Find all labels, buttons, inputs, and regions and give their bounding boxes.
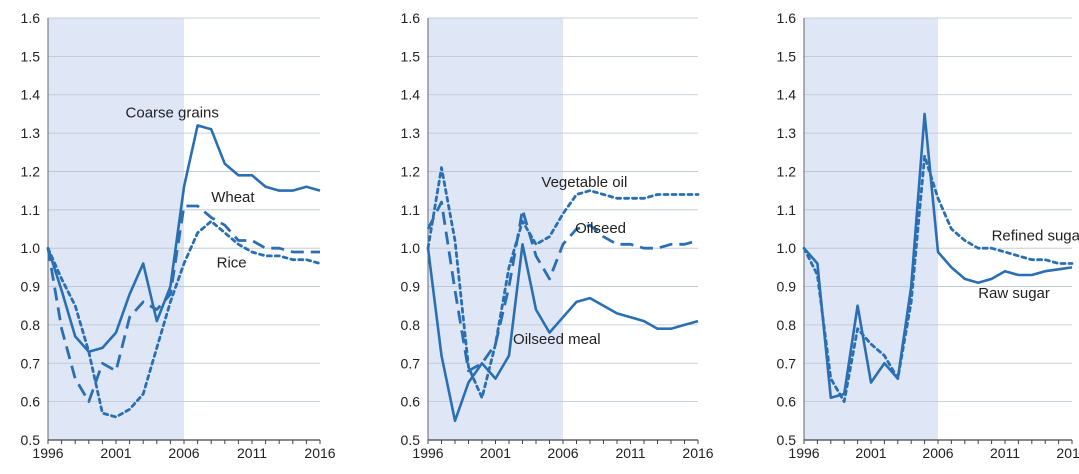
y-tick-label: 1.0 <box>21 240 41 256</box>
y-tick-label: 1.2 <box>777 163 797 179</box>
x-tick-label: 2006 <box>922 445 953 461</box>
y-tick-label: 1.1 <box>21 202 41 218</box>
series-annotation: Wheat <box>211 189 255 206</box>
series-line-coarse-grains <box>46 124 321 354</box>
series-annotation: Refined sugar <box>992 228 1079 245</box>
chart-panel-3: 0.5 0.6 0.7 0.8 0.9 1.0 1.1 1.2 1.3 1.4 1.5 1.6 1996… <box>777 10 1079 461</box>
y-tick-label: 1.3 <box>21 125 41 141</box>
x-tick-label: 1996 <box>32 445 63 461</box>
x-tick-label: 2001 <box>480 445 511 461</box>
x-tick-label: 2016 <box>1056 445 1079 461</box>
y-tick-label: 1.0 <box>401 240 421 256</box>
y-tick-label: 0.7 <box>777 355 797 371</box>
x-tick-label: 1996 <box>788 445 819 461</box>
shaded-region <box>428 18 563 440</box>
y-tick-label: 0.5 <box>777 432 797 448</box>
y-tick-label: 1.3 <box>777 125 797 141</box>
y-tick-label: 0.8 <box>777 317 797 333</box>
y-tick-label: 1.4 <box>401 87 421 103</box>
series-line-raw-sugar <box>803 112 1073 400</box>
series-line-oilseed <box>426 200 699 373</box>
y-tick-label: 1.6 <box>777 10 797 26</box>
series-annotation: Coarse grains <box>126 105 219 122</box>
x-tick-label: 2006 <box>168 445 199 461</box>
y-tick-label: 1.6 <box>401 10 421 26</box>
y-tick-label: 0.8 <box>401 317 421 333</box>
series-line-vegetable-oil <box>426 166 700 400</box>
series-line-wheat <box>46 204 320 404</box>
y-tick-label: 1.5 <box>21 48 41 64</box>
y-tick-label: 1.1 <box>777 202 797 218</box>
series-line-refined-sugar <box>802 154 1074 404</box>
chart-panel-1: 0.5 0.6 0.7 0.8 0.9 1.0 1.1 1.2 1.3 1.4 1.5 1.6 1996… <box>21 10 336 461</box>
y-tick-label: 0.5 <box>21 432 41 448</box>
x-tick-label: 1996 <box>412 445 443 461</box>
x-tick-label: 2011 <box>615 445 645 461</box>
y-tick-label: 1.4 <box>21 87 41 103</box>
y-tick-label: 0.6 <box>401 394 421 410</box>
y-tick-label: 1.2 <box>401 163 421 179</box>
series-line-rice <box>46 219 322 419</box>
y-tick-label: 1.0 <box>777 240 797 256</box>
y-tick-label: 0.7 <box>401 355 421 371</box>
x-tick-label: 2001 <box>100 445 131 461</box>
y-tick-label: 1.5 <box>777 48 797 64</box>
y-tick-label: 1.6 <box>21 10 41 26</box>
y-tick-label: 0.9 <box>777 279 797 295</box>
series-annotation: Oilseed meal <box>513 331 601 348</box>
y-tick-label: 1.3 <box>401 125 421 141</box>
series-line-oilseed-meal <box>426 243 699 423</box>
series-annotation: Rice <box>217 254 247 271</box>
y-tick-label: 0.9 <box>21 279 41 295</box>
y-tick-label: 0.9 <box>401 279 421 295</box>
y-tick-label: 0.5 <box>401 432 421 448</box>
series-annotation: Vegetable oil <box>541 174 627 191</box>
y-tick-label: 1.2 <box>21 163 41 179</box>
chart-panel-2: 0.5 0.6 0.7 0.8 0.9 1.0 1.1 1.2 1.3 1.4 1.5 1.6 1996… <box>401 10 714 461</box>
y-tick-label: 1.5 <box>401 48 421 64</box>
y-tick-label: 0.8 <box>21 317 41 333</box>
series-annotation: Oilseed <box>575 220 626 237</box>
x-tick-label: 2006 <box>547 445 578 461</box>
x-tick-label: 2011 <box>237 445 267 461</box>
y-tick-label: 0.6 <box>21 394 41 410</box>
x-tick-label: 2016 <box>682 445 713 461</box>
x-tick-label: 2001 <box>855 445 886 461</box>
x-tick-label: 2011 <box>990 445 1020 461</box>
x-tick-label: 2016 <box>304 445 335 461</box>
series-annotation: Raw sugar <box>978 285 1050 302</box>
y-tick-label: 1.1 <box>401 202 421 218</box>
y-tick-label: 0.6 <box>777 394 797 410</box>
y-tick-label: 1.4 <box>777 87 797 103</box>
shaded-region <box>48 18 184 440</box>
y-tick-label: 0.7 <box>21 355 41 371</box>
